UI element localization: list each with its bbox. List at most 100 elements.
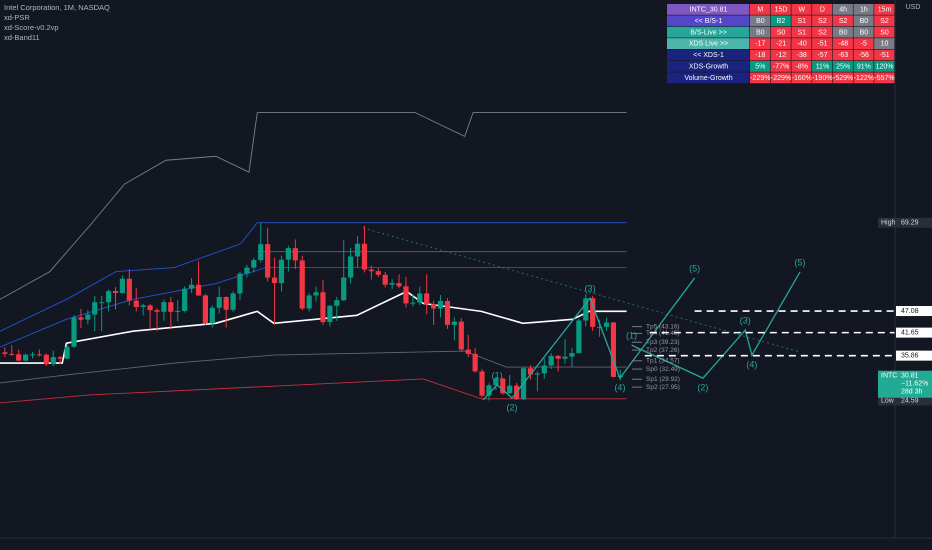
candle-body [458,321,464,350]
candle-body [182,288,188,311]
table-cell [791,26,812,38]
wave-label: (5) [795,257,806,267]
table-cell [770,15,791,27]
candle-body [154,310,160,312]
candle-body [500,378,506,394]
table-cell [791,72,812,84]
table-cell-text: S0 [880,29,889,36]
candle-body [368,269,374,272]
table-cell-text: -12 [776,52,786,59]
table-cell-text: -5 [861,41,867,48]
candle-body [375,271,381,275]
candle-body [133,300,139,307]
table-cell [832,38,853,49]
candle-body [348,256,354,278]
table-cell-text: B0 [860,29,869,36]
candle-body [431,304,437,309]
candle-body [603,322,610,327]
wave-label: (5) [689,263,700,273]
candle-body [486,385,492,396]
table-cell-text: -229% [750,75,770,82]
target-label: Sp0 (32.49) [646,366,680,373]
table-cell [770,26,791,38]
candle-body [202,295,209,324]
wave-label: (2) [507,402,518,412]
table-cell-text: -160% [792,75,812,82]
candle-body [562,356,568,359]
table-cell [832,49,853,61]
table-cell-text: S1 [797,18,806,25]
table-cell-text: 120% [876,64,894,71]
candle-body [230,293,236,310]
candle-body [244,267,250,274]
candle-body [576,320,582,354]
table-cell [812,38,833,49]
wave-line [631,271,801,379]
candle-body [334,300,340,306]
table-cell [874,49,895,61]
legend-item: xd-Band11 [4,33,40,42]
wave-label: (4) [746,359,757,369]
table-cell [667,38,750,49]
table-cell [770,72,791,84]
legend-item: xd-PSR [4,13,30,22]
candle-body [285,248,291,260]
candle-body [78,317,84,320]
candle-body [341,277,347,301]
table-cell-text: XDS Live >> [689,41,728,48]
table-cell-text: -51 [817,41,827,48]
table-cell-text: 15m [878,7,892,14]
table-cell-text: -17 [755,41,765,48]
candle-body [126,278,132,301]
table-cell-text: 25% [836,64,850,71]
currency: USD [906,4,921,11]
candle-body [417,293,423,303]
candle-body [112,291,119,294]
candle-body [251,260,257,268]
candle-body [541,365,547,374]
candle-body [320,292,326,323]
table-cell [770,4,791,15]
table-cell-text: -40 [797,41,807,48]
candle-body [472,353,478,372]
table-cell [832,4,853,15]
table-cell-text: 10 [881,41,889,48]
table-cell [750,26,771,38]
candle-body [168,302,174,312]
last-price-value: 30.81 [901,373,919,380]
table-cell [853,38,874,49]
table-cell [812,61,833,72]
candle-body [396,283,402,287]
table-cell [874,38,895,49]
candle-body [507,385,513,394]
axes: 47.08 41.65 35.86 High 69.29 Low 24.59 INTC 30.8… [4,3,932,406]
table-cell [667,26,750,38]
table-cell-text: -8% [796,64,808,71]
table-cell-text: B0 [839,29,848,36]
plot [0,112,801,404]
table-cell [853,15,874,27]
wave-label: (2) [697,383,708,393]
table-cell-text: -529% [833,75,853,82]
table-cell-text: -18 [755,52,765,59]
candle-body [451,321,457,325]
candle-body [147,305,153,311]
candle-body [361,243,368,270]
candle-body [555,355,561,359]
table-cell [812,15,833,27]
candle-body [216,297,222,308]
candle-body [2,352,8,354]
table-cell-text: INTC_30.81 [690,7,728,14]
candle-body [223,297,229,310]
candle-body [209,307,215,324]
table-cell [770,49,791,61]
last-price-symbol: INTC [881,373,897,380]
target-label: Tp3 (39.23) [646,339,680,346]
level-value: 35.86 [901,352,919,359]
table-cell [874,15,895,27]
table-cell-text: -56 [859,52,869,59]
marker-label: Low [881,397,895,404]
candle-body [437,301,444,309]
marker-value: 69.29 [901,220,919,227]
